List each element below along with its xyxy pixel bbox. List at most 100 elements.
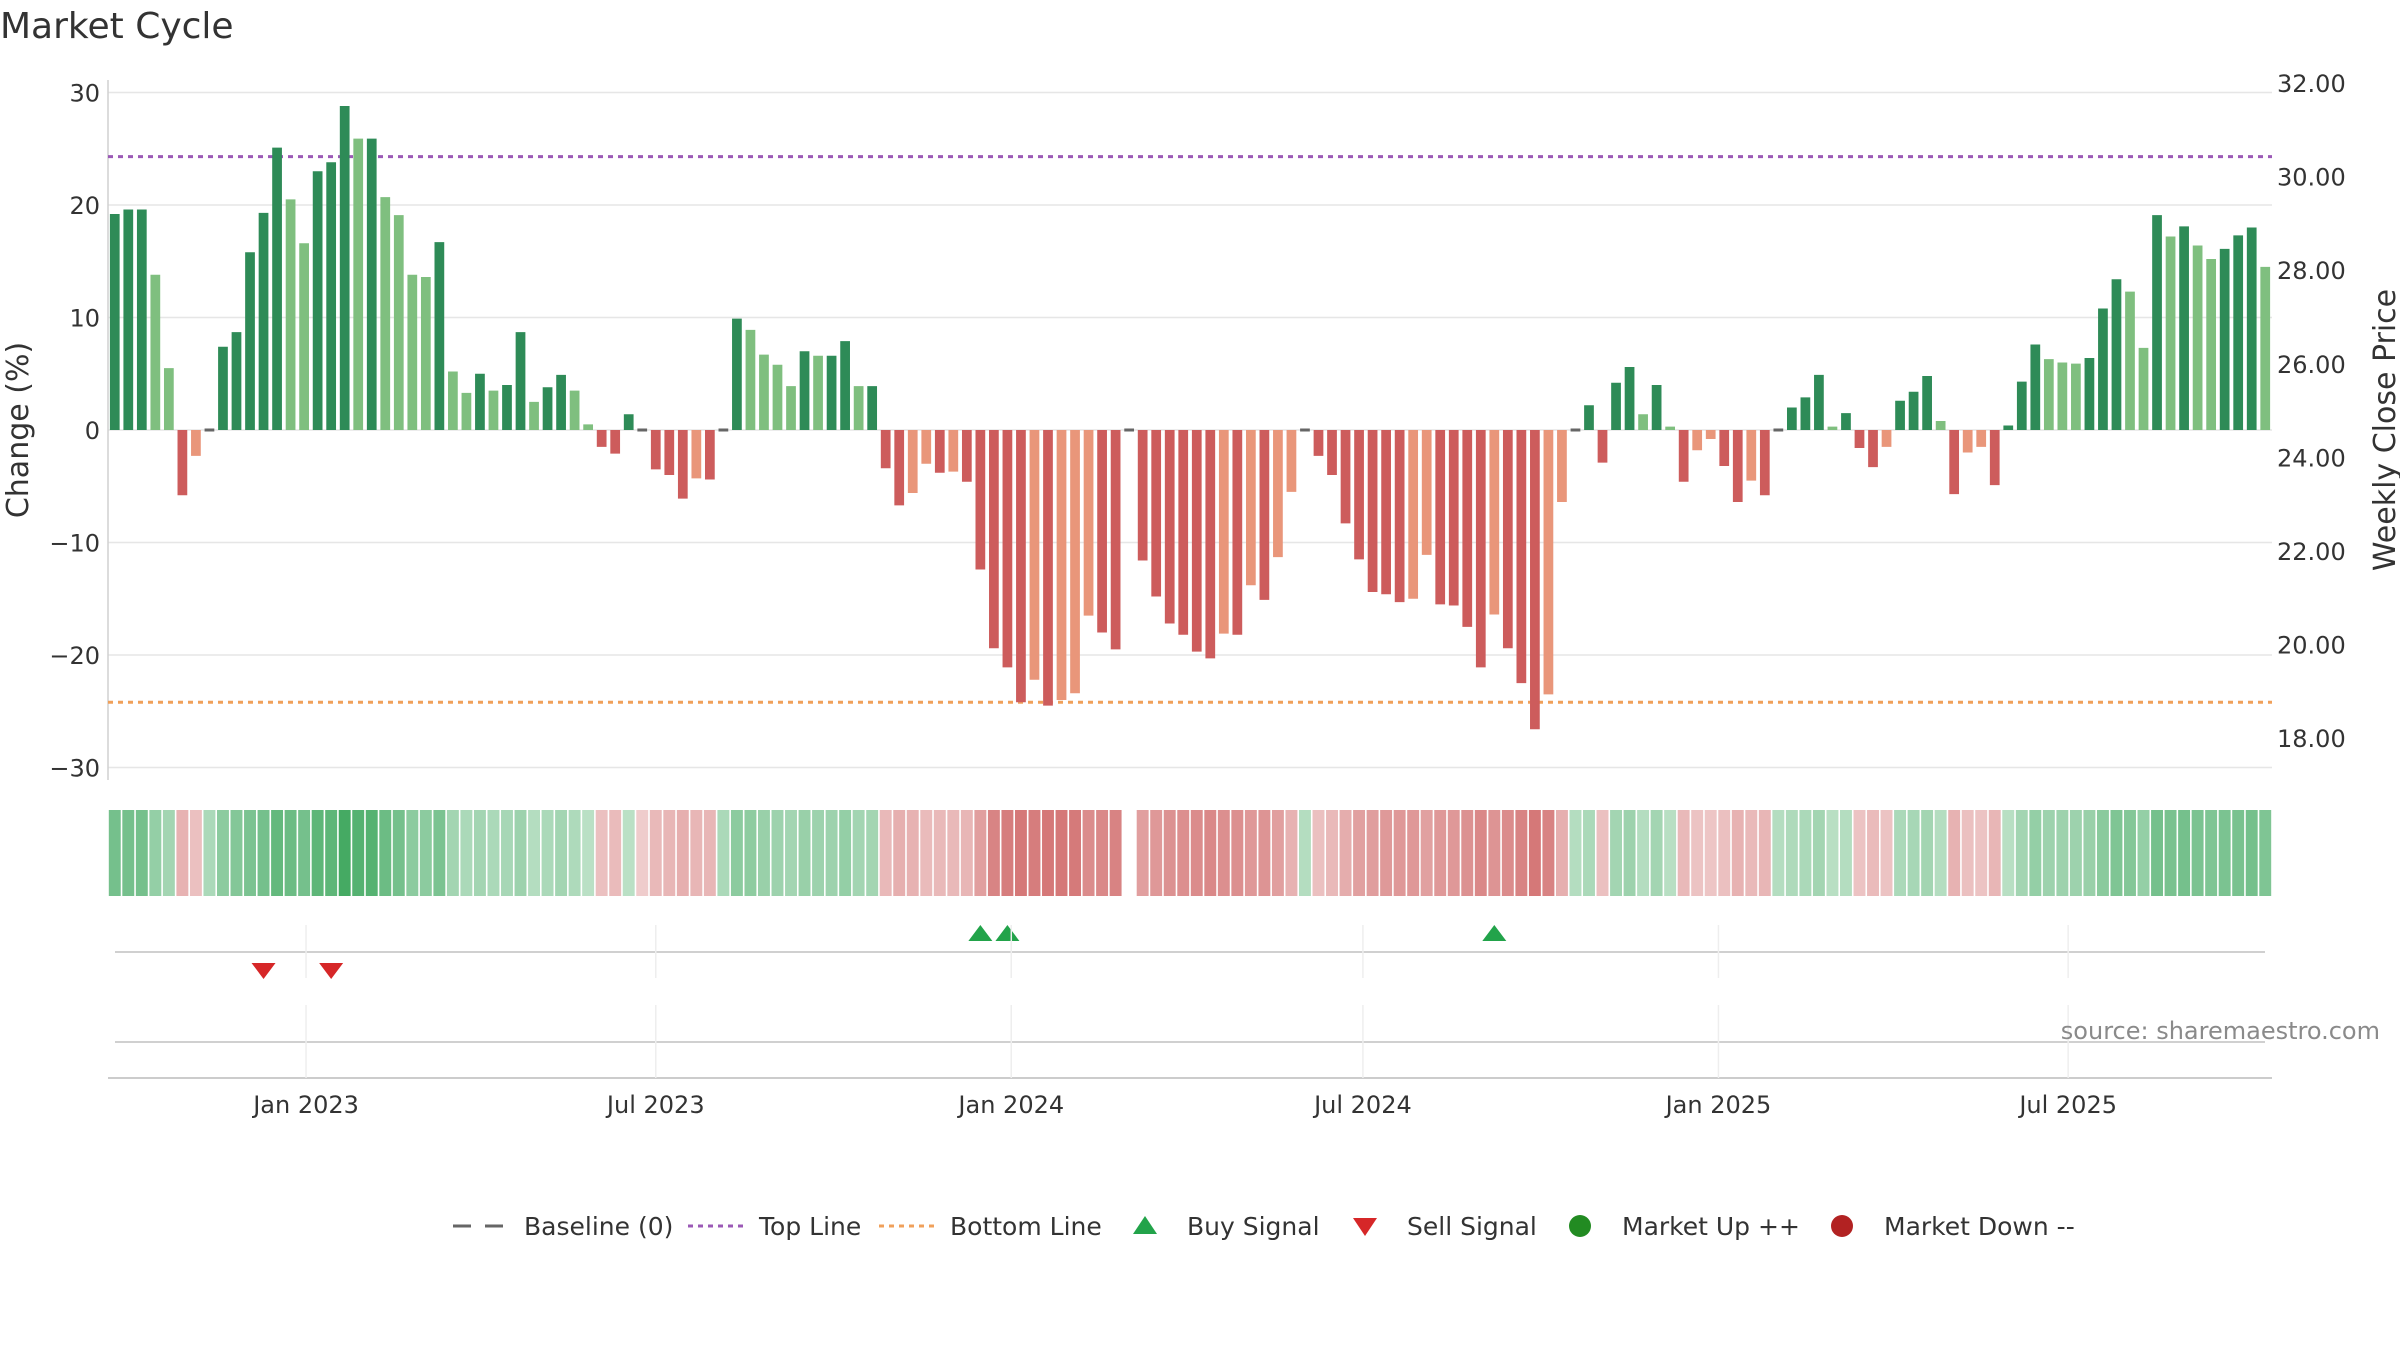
change-bar <box>975 430 986 570</box>
change-bar <box>461 392 472 430</box>
legend-swatch <box>1569 1215 1591 1237</box>
heat-cell <box>1501 810 1514 896</box>
heat-cell <box>298 810 311 896</box>
change-bar <box>583 424 594 430</box>
change-bar <box>934 430 945 473</box>
heat-cell <box>528 810 540 896</box>
change-bar <box>1273 430 1283 558</box>
change-bar <box>907 430 918 493</box>
legend-item: Baseline (0) <box>453 1212 673 1241</box>
heat-cell <box>582 810 595 896</box>
heat-cell <box>1853 810 1866 896</box>
change-bar <box>1164 430 1175 624</box>
change-bar <box>623 414 634 430</box>
heat-cell <box>852 810 865 896</box>
change-bar <box>1043 430 1053 706</box>
heat-cell <box>987 810 1000 896</box>
y2-tick-label: 22.00 <box>2277 538 2346 566</box>
change-bar <box>2111 279 2122 430</box>
heat-cell <box>2056 810 2069 896</box>
heat-cell <box>1109 810 1122 896</box>
change-bar <box>1597 430 1608 463</box>
heat-cell <box>1623 810 1636 896</box>
change-bar <box>1408 430 1419 599</box>
heat-cell <box>1312 810 1325 896</box>
heat-cell <box>960 810 973 896</box>
change-bar <box>853 386 864 430</box>
heat-cell <box>1569 810 1582 896</box>
heat-cell <box>933 810 946 896</box>
change-bar <box>1448 430 1459 606</box>
change-bar <box>1651 385 1662 430</box>
change-bar <box>380 197 391 430</box>
y-axis-title: Change (%) <box>1 342 36 518</box>
heat-cell <box>609 810 622 896</box>
change-bar <box>2016 381 2027 430</box>
heat-cell <box>690 810 703 896</box>
heat-cell <box>257 810 270 896</box>
legend-item: Bottom Line <box>879 1212 1102 1241</box>
change-bar <box>1611 382 1621 430</box>
heat-cell <box>1447 810 1460 896</box>
heat-strip <box>108 810 2272 896</box>
change-bar <box>1962 430 1973 453</box>
change-bar <box>326 162 337 430</box>
heat-cell <box>2191 810 2204 896</box>
heat-cell <box>365 810 378 896</box>
heat-cell <box>2137 810 2150 896</box>
change-bar <box>921 430 932 464</box>
change-bar <box>1841 413 1851 430</box>
heat-cell <box>1542 810 1555 896</box>
heat-cell <box>108 810 121 896</box>
legend-swatch <box>1353 1218 1377 1236</box>
change-bar <box>285 199 296 430</box>
change-bar <box>691 430 702 479</box>
heat-cell <box>1285 810 1298 896</box>
change-bar <box>745 329 756 430</box>
heat-cell <box>920 810 933 896</box>
heat-cell <box>1988 810 2001 896</box>
change-bar <box>961 430 972 482</box>
change-bar <box>1029 430 1040 680</box>
change-bar <box>448 371 458 430</box>
change-bar <box>366 138 377 430</box>
y-tick-label: 0 <box>85 417 100 445</box>
baseline-segment <box>718 428 729 432</box>
heat-cell <box>1691 810 1704 896</box>
heat-cell <box>1975 810 1988 896</box>
x-axis-ticks: Jan 2023 Jul 2023 Jan 2024 Jul 2024 Jan 2025… <box>251 925 2117 1119</box>
change-bar <box>2246 227 2257 430</box>
change-bar <box>1786 407 1797 430</box>
change-bar <box>2084 358 2095 430</box>
heat-cell <box>906 810 919 896</box>
heat-cell <box>1299 810 1311 896</box>
heat-cell <box>555 810 568 896</box>
heat-cell <box>785 810 797 896</box>
heat-cell <box>2164 810 2177 896</box>
heat-cell <box>663 810 676 896</box>
heat-cell <box>1840 810 1852 896</box>
heat-cell <box>1867 810 1879 896</box>
change-bar <box>650 430 661 470</box>
change-bar <box>2125 291 2135 430</box>
grid-lines <box>107 80 2272 780</box>
heat-cell <box>149 810 162 896</box>
change-bar <box>569 390 580 430</box>
change-bar <box>826 355 837 430</box>
change-bar <box>2260 266 2271 430</box>
heat-cell <box>473 810 486 896</box>
heat-cell <box>879 810 892 896</box>
change-bar <box>894 430 905 506</box>
legend-label: Market Down -- <box>1884 1212 2075 1241</box>
heat-cell <box>217 810 229 896</box>
y2-tick-label: 18.00 <box>2277 725 2346 753</box>
heat-cell <box>1488 810 1501 896</box>
change-bar <box>1313 430 1324 456</box>
buy-signal <box>1482 925 1507 941</box>
heat-cell <box>2178 810 2191 896</box>
heat-cell <box>379 810 392 896</box>
heat-cell <box>1637 810 1650 896</box>
heat-cell <box>1921 810 1934 896</box>
heat-cell <box>1583 810 1595 896</box>
change-bar <box>1435 430 1446 605</box>
